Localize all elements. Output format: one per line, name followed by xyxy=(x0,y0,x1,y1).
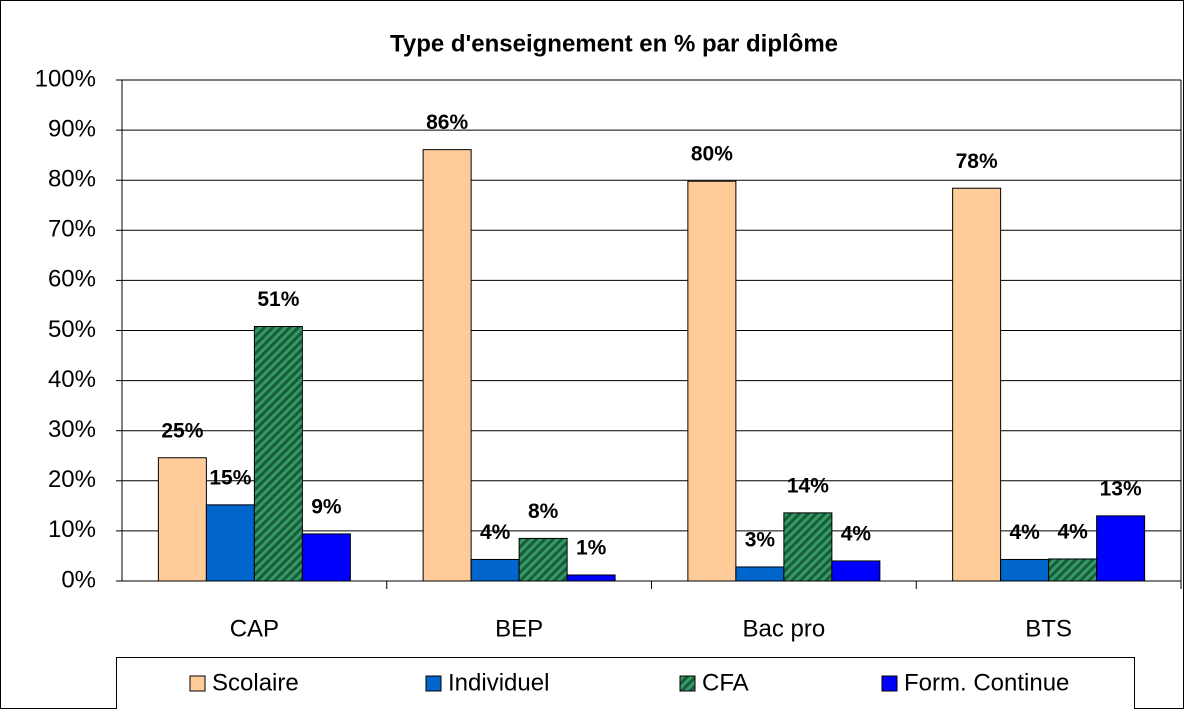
value-label: 4% xyxy=(1057,521,1088,544)
value-label: 51% xyxy=(257,288,299,311)
legend-label: Individuel xyxy=(448,669,549,696)
value-label: 25% xyxy=(161,419,203,442)
value-label: 4% xyxy=(1009,521,1040,544)
legend-swatch xyxy=(425,675,442,692)
value-label: 3% xyxy=(745,529,776,552)
bar xyxy=(301,533,351,582)
y-tick-label: 10% xyxy=(48,516,96,543)
x-tick-label: BEP xyxy=(495,615,543,642)
bar xyxy=(205,504,255,582)
legend-label: Scolaire xyxy=(212,669,299,696)
legend-swatch xyxy=(881,675,898,692)
x-tick-label: Bac pro xyxy=(743,615,826,642)
y-tick-label: 90% xyxy=(48,115,96,142)
bar xyxy=(470,558,520,582)
value-label: 15% xyxy=(209,466,251,489)
value-label: 9% xyxy=(311,495,342,518)
y-tick-label: 80% xyxy=(48,166,96,193)
value-label: 80% xyxy=(691,143,733,166)
bar xyxy=(783,512,833,582)
y-tick-label: 60% xyxy=(48,266,96,293)
legend-frame xyxy=(116,657,1135,709)
chart-title: Type d'enseignement en % par diplôme xyxy=(390,30,838,57)
legend-swatch xyxy=(189,675,206,692)
bar xyxy=(157,457,207,582)
legend-label: Form. Continue xyxy=(904,669,1069,696)
bar xyxy=(952,187,1002,582)
bar xyxy=(735,566,785,582)
bar xyxy=(1048,558,1098,582)
bar xyxy=(253,325,303,582)
y-tick-label: 0% xyxy=(61,566,96,593)
y-tick-label: 40% xyxy=(48,366,96,393)
y-tick-label: 30% xyxy=(48,416,96,443)
value-label: 14% xyxy=(787,474,829,497)
legend-label: CFA xyxy=(702,669,749,696)
legend-swatch xyxy=(679,675,696,692)
value-label: 1% xyxy=(576,537,607,560)
value-label: 86% xyxy=(426,111,468,134)
bar xyxy=(1096,515,1146,582)
value-label: 78% xyxy=(956,150,998,173)
y-tick-label: 100% xyxy=(35,65,96,92)
value-label: 8% xyxy=(528,500,559,523)
y-tick-label: 50% xyxy=(48,316,96,343)
bar xyxy=(831,560,881,582)
value-label: 4% xyxy=(841,523,872,546)
value-label: 13% xyxy=(1100,477,1142,500)
x-tick-label: CAP xyxy=(230,615,279,642)
bar xyxy=(1000,558,1050,582)
x-tick-label: BTS xyxy=(1025,615,1072,642)
value-label: 4% xyxy=(480,521,511,544)
bar xyxy=(566,574,616,582)
bar xyxy=(422,149,472,582)
y-tick-label: 20% xyxy=(48,466,96,493)
y-tick-label: 70% xyxy=(48,216,96,243)
bar xyxy=(687,180,737,582)
bar xyxy=(518,537,568,582)
